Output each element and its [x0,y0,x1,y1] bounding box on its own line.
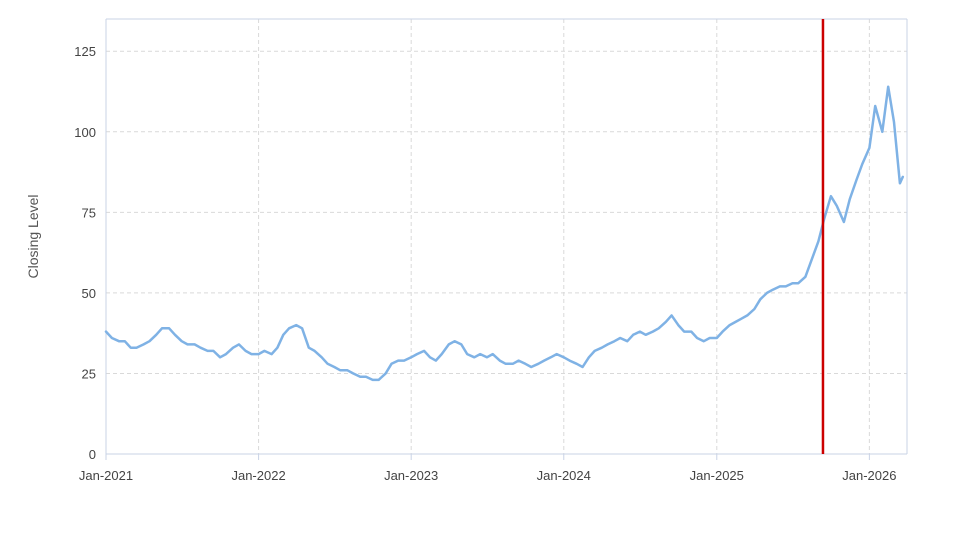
series-line-0 [104,85,905,382]
x-tick-label: Jan-2022 [231,468,285,483]
x-tick-label: Jan-2026 [842,468,896,483]
y-tick-label: 0 [89,447,96,462]
y-tick-label: 50 [82,286,96,301]
x-tick-label: Jan-2023 [384,468,438,483]
y-tick-label: 75 [82,205,96,220]
x-tick-label: Jan-2021 [79,468,133,483]
y-tick-label: 25 [82,366,96,381]
x-tick-label: Jan-2024 [537,468,591,483]
y-axis-title: Closing Level [25,194,41,278]
y-tick-label: 100 [74,125,96,140]
x-tick-label: Jan-2025 [690,468,744,483]
y-tick-label: 125 [74,44,96,59]
